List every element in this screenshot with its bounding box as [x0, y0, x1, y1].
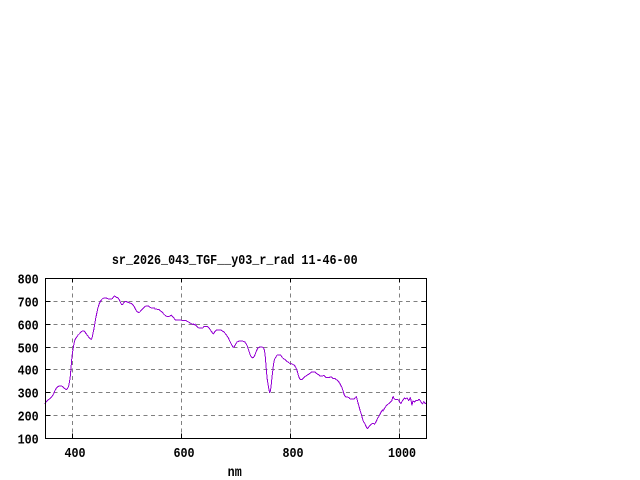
svg-text:1000: 1000 [388, 445, 416, 461]
svg-text:400: 400 [64, 445, 85, 461]
svg-text:100: 100 [18, 431, 39, 447]
svg-text:800: 800 [18, 271, 39, 287]
svg-text:200: 200 [18, 408, 39, 424]
svg-text:800: 800 [282, 445, 303, 461]
svg-text:700: 700 [18, 294, 39, 310]
svg-text:600: 600 [18, 317, 39, 333]
svg-text:_ _ _ __ _ _: _ _ _ __ _ _ [112, 251, 358, 267]
svg-text:300: 300 [18, 385, 39, 401]
svg-text:500: 500 [18, 340, 39, 356]
svg-text:nm: nm [228, 464, 242, 480]
svg-text:600: 600 [173, 445, 194, 461]
svg-text:400: 400 [18, 362, 39, 378]
svg-text:sr 2026 043 TGF y03 r rad 11-: sr 2026 043 TGF y03 r rad 11-46-00 [112, 252, 358, 268]
